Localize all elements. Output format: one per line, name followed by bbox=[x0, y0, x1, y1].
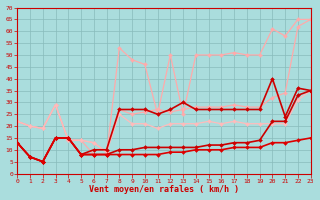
X-axis label: Vent moyen/en rafales ( km/h ): Vent moyen/en rafales ( km/h ) bbox=[89, 185, 239, 194]
